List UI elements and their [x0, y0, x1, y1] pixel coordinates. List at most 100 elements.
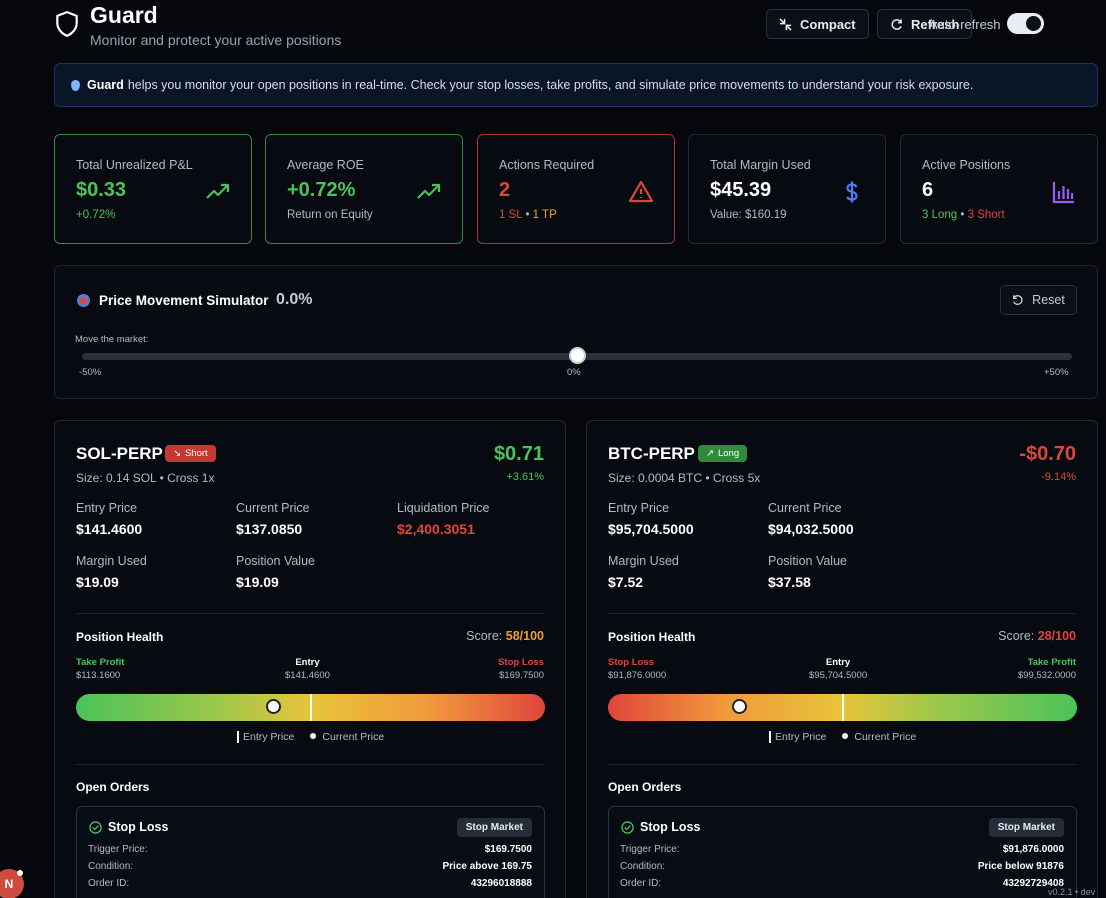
slider-max-label: +50%	[1044, 367, 1069, 378]
stat-sub: 1 SL • 1 TP	[499, 209, 557, 221]
compact-button[interactable]: Compact	[766, 9, 869, 39]
stat-sub: Return on Equity	[287, 209, 373, 221]
row-label: Order ID:	[620, 878, 662, 889]
stat-value: $0.33	[76, 179, 127, 201]
liquidation-price: Liquidation Price $2,400.3051	[397, 501, 489, 537]
legend-entry: Entry Price	[769, 731, 826, 743]
dollar-icon	[846, 181, 858, 203]
score-label: Score:	[466, 629, 503, 643]
row-value: Price above 169.75	[442, 861, 532, 872]
order-row-id: Order ID: 43292729408	[620, 878, 1064, 889]
marker-value: $95,704.5000	[809, 670, 868, 681]
price-simulator: Price Movement Simulator 0.0% Reset Move…	[54, 265, 1098, 399]
position-pnl: $0.71	[493, 443, 544, 465]
marker-label: Entry	[295, 657, 320, 668]
score-value: 58/100	[505, 629, 544, 643]
field-label: Margin Used	[608, 554, 679, 568]
legend-current: Current Price	[842, 731, 916, 743]
field-value: $19.09	[236, 574, 279, 590]
auto-refresh-toggle[interactable]	[1007, 13, 1044, 34]
stop-loss-marker: Stop Loss $91,876.0000	[608, 657, 666, 681]
divider	[608, 764, 1076, 765]
row-value: $169.7500	[484, 844, 532, 855]
notification-badge[interactable]: N	[0, 869, 24, 898]
divider	[76, 613, 544, 614]
trending-up-icon	[206, 183, 230, 199]
stat-card-total-margin: Total Margin Used $45.39 Value: $160.19	[688, 134, 886, 244]
entry-line	[310, 694, 312, 721]
check-circle-icon	[89, 821, 102, 834]
reset-icon	[1013, 295, 1023, 305]
field-value: $141.4600	[76, 521, 143, 537]
field-value: $19.09	[76, 574, 119, 590]
marker-label: Stop Loss	[498, 657, 544, 668]
field-value: $7.52	[608, 574, 644, 590]
row-label: Condition:	[88, 861, 134, 872]
warning-icon	[628, 180, 654, 203]
side-badge-short: ↘ Short	[165, 445, 216, 462]
slider-min-label: -50%	[79, 367, 102, 378]
refresh-icon	[891, 18, 902, 30]
marker-label: Entry	[825, 657, 851, 668]
marker-label: Take Profit	[76, 657, 125, 668]
stat-label: Total Margin Used	[710, 158, 811, 172]
order-title: Stop Loss	[640, 820, 701, 834]
take-profit-marker: Take Profit $113.1600	[76, 657, 124, 681]
page-title: Guard	[90, 2, 158, 28]
health-score: Score: 58/100	[466, 629, 544, 643]
position-value: Position Value $37.58	[768, 554, 847, 590]
compress-icon	[779, 17, 792, 31]
refresh-label: Refresh	[911, 16, 960, 32]
row-label: Order ID:	[88, 878, 130, 889]
refresh-button[interactable]: Refresh	[877, 9, 973, 39]
current-price-dot	[732, 699, 748, 714]
stat-card-average-roe: Average ROE +0.72% Return on Equity	[265, 134, 463, 244]
entry-price: Entry Price $95,704.5000	[608, 501, 694, 537]
page-subtitle: Monitor and protect your active position…	[90, 32, 342, 48]
entry-marker: Entry $95,704.5000	[809, 657, 867, 681]
sl-count: 1 SL	[499, 209, 523, 221]
order-row-condition: Condition: Price above 169.75	[88, 861, 532, 872]
stat-value: $45.39	[710, 179, 772, 201]
order-type-badge: Stop Market	[456, 818, 532, 837]
field-value: $2,400.3051	[397, 521, 475, 537]
order-row-condition: Condition: Price below 91876	[620, 861, 1064, 872]
simulator-value: 0.0%	[276, 291, 313, 308]
order-row-trigger: Trigger Price: $91,876.0000	[620, 844, 1064, 855]
compact-label: Compact	[800, 16, 856, 32]
version-label: v0.2.1 • dev	[1048, 887, 1096, 897]
order-row-trigger: Trigger Price: $169.7500	[88, 844, 532, 855]
margin-used: Margin Used $19.09	[76, 554, 147, 590]
stat-card-active-positions: Active Positions 6 3 Long • 3 Short	[900, 134, 1098, 244]
field-value: $37.58	[768, 574, 811, 590]
shield-icon	[56, 11, 78, 37]
banner-brand: Guard	[87, 78, 124, 92]
field-label: Position Value	[236, 554, 315, 568]
health-score: Score: 28/100	[998, 629, 1076, 643]
field-label: Liquidation Price	[397, 501, 490, 515]
field-value: $95,704.5000	[608, 521, 694, 537]
trending-up-icon: ↗	[706, 448, 714, 459]
auto-refresh-label: Auto-refresh	[929, 17, 1001, 32]
marker-value: $99,532.0000	[1017, 670, 1076, 681]
row-value: 43296018888	[470, 878, 532, 889]
slider-thumb[interactable]	[569, 347, 586, 364]
shield-badge-icon	[71, 79, 80, 91]
stat-value: 2	[499, 179, 511, 201]
field-label: Margin Used	[76, 554, 147, 568]
marker-value: $91,876.0000	[608, 670, 667, 681]
stat-label: Active Positions	[922, 158, 1011, 172]
target-icon	[77, 294, 90, 307]
entry-marker: Entry $141.4600	[285, 657, 330, 681]
position-value: Position Value $19.09	[236, 554, 315, 590]
score-value: 28/100	[1037, 629, 1076, 643]
stat-value: 6	[922, 179, 934, 201]
slider-mid-label: 0%	[567, 367, 581, 378]
reset-button[interactable]: Reset	[1000, 285, 1077, 315]
stat-card-unrealized-pnl: Total Unrealized P&L $0.33 +0.72%	[54, 134, 252, 244]
order-card-stop-loss[interactable]: Stop Loss Stop Market Trigger Price: $16…	[76, 806, 545, 898]
banner-text: helps you monitor your open positions in…	[127, 78, 974, 92]
order-card-stop-loss[interactable]: Stop Loss Stop Market Trigger Price: $91…	[608, 806, 1077, 898]
toggle-knob	[1026, 16, 1041, 31]
stat-sub: Value: $160.19	[710, 209, 787, 221]
